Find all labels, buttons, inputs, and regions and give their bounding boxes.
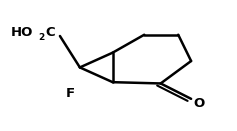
- Text: C: C: [46, 26, 55, 39]
- Text: 2: 2: [38, 33, 45, 42]
- Text: HO: HO: [11, 26, 33, 39]
- Text: F: F: [66, 87, 75, 100]
- Text: O: O: [194, 97, 205, 110]
